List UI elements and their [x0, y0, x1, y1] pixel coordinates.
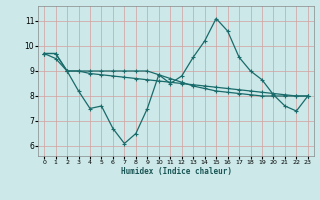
X-axis label: Humidex (Indice chaleur): Humidex (Indice chaleur) — [121, 167, 231, 176]
